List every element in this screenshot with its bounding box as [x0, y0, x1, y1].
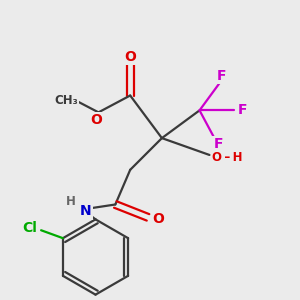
Text: Cl: Cl — [22, 221, 37, 235]
Text: O – H: O – H — [212, 152, 242, 164]
Text: N: N — [80, 204, 92, 218]
Text: O: O — [124, 50, 136, 64]
Text: F: F — [237, 103, 247, 117]
Text: F: F — [217, 69, 226, 83]
Text: H: H — [66, 195, 76, 208]
Text: F: F — [214, 137, 223, 151]
Text: O: O — [91, 113, 102, 127]
Text: O: O — [152, 212, 164, 226]
Text: CH₃: CH₃ — [54, 94, 78, 107]
